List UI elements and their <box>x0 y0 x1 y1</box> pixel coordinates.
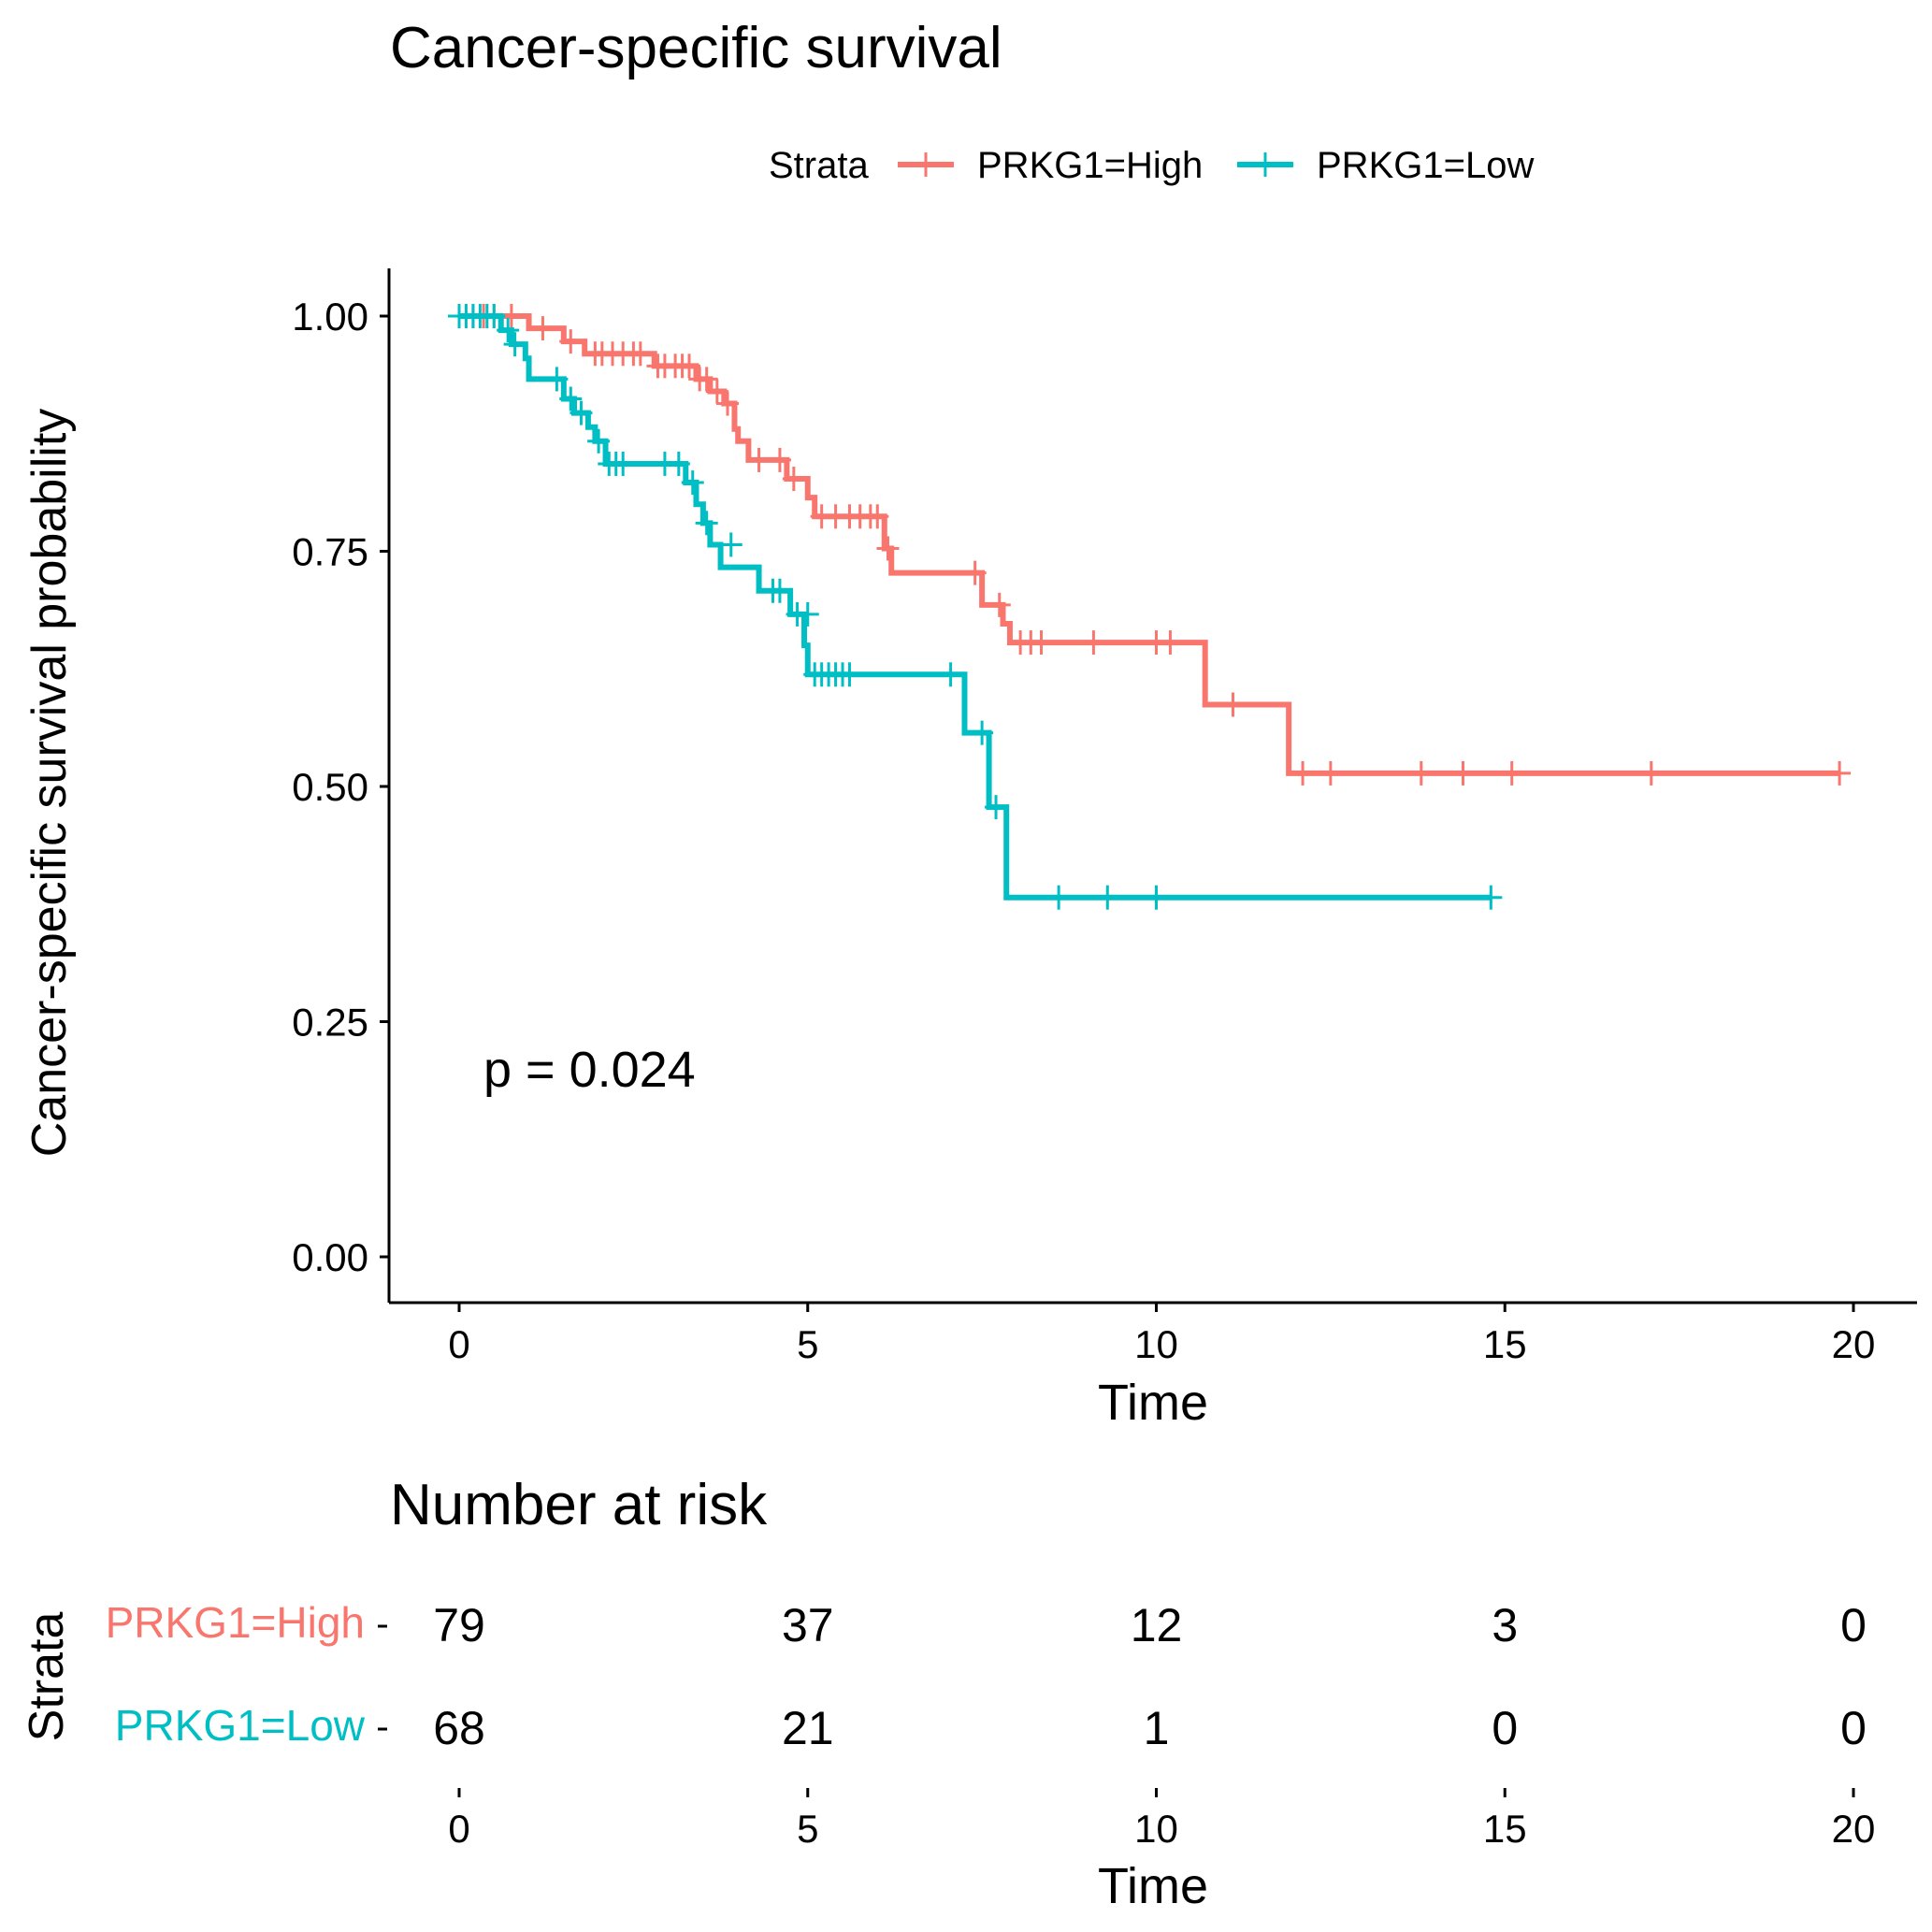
risk-x-tick-label: 20 <box>1832 1807 1876 1851</box>
p-value: p = 0.024 <box>483 1042 696 1098</box>
y-tick-label: 0.50 <box>292 765 368 809</box>
plot-area: 0.00 0.25 0.50 0.75 1.00 0 5 10 15 20 p = 0.024 <box>292 268 1917 1366</box>
chart-title: Cancer-specific survival <box>390 16 1002 80</box>
risk-count: 0 <box>1840 1702 1867 1754</box>
risk-count: 1 <box>1144 1702 1170 1754</box>
risk-count: 0 <box>1840 1599 1867 1651</box>
risk-rows: PRKG1=High 79 37 12 3 0 PRKG1=Low 68 21 1 0 0 <box>106 1598 1867 1754</box>
x-tick-label: 0 <box>448 1322 469 1366</box>
legend: Strata PRKG1=High PRKG1=Low <box>769 145 1534 186</box>
risk-count: 79 <box>433 1599 485 1651</box>
y-ticks: 0.00 0.25 0.50 0.75 1.00 <box>292 295 389 1279</box>
y-tick-label: 1.00 <box>292 295 368 339</box>
risk-table: Number at risk Strata PRKG1=High 79 37 12 3 0… <box>20 1473 1875 1914</box>
series-layer <box>448 304 1852 910</box>
risk-count: 37 <box>782 1599 834 1651</box>
x-tick-label: 10 <box>1134 1322 1178 1366</box>
risk-count: 3 <box>1492 1599 1518 1651</box>
risk-row-label: PRKG1=High <box>106 1598 365 1647</box>
risk-x-tick-label: 5 <box>797 1807 818 1851</box>
risk-table-strata-label: Strata <box>20 1612 74 1742</box>
x-ticks: 0 5 10 15 20 <box>448 1303 1875 1366</box>
y-tick-label: 0.00 <box>292 1235 368 1279</box>
x-tick-label: 5 <box>797 1322 818 1366</box>
risk-table-title: Number at risk <box>390 1473 768 1537</box>
risk-ticks: 0 5 10 15 20 <box>448 1788 1875 1851</box>
y-axis-label: Cancer-specific survival probability <box>22 409 77 1158</box>
risk-count: 0 <box>1492 1702 1518 1754</box>
risk-count: 68 <box>433 1702 485 1754</box>
risk-row-label: PRKG1=Low <box>115 1701 366 1750</box>
x-axis-label: Time <box>1098 1375 1208 1431</box>
y-tick-label: 0.75 <box>292 530 368 574</box>
series-0 <box>459 304 1852 786</box>
risk-table-x-label: Time <box>1098 1858 1208 1914</box>
risk-x-tick-label: 10 <box>1134 1807 1178 1851</box>
risk-x-tick-label: 15 <box>1483 1807 1527 1851</box>
y-tick-label: 0.25 <box>292 1001 368 1045</box>
legend-label-high: PRKG1=High <box>977 145 1203 186</box>
legend-title: Strata <box>769 145 869 186</box>
risk-count: 21 <box>782 1702 834 1754</box>
risk-x-tick-label: 0 <box>448 1807 469 1851</box>
risk-count: 12 <box>1131 1599 1183 1651</box>
legend-label-low: PRKG1=Low <box>1317 145 1534 186</box>
series-1 <box>448 304 1503 910</box>
x-tick-label: 20 <box>1832 1322 1876 1366</box>
x-tick-label: 15 <box>1483 1322 1527 1366</box>
survival-curve <box>459 313 1492 901</box>
survival-curve <box>459 313 1840 776</box>
